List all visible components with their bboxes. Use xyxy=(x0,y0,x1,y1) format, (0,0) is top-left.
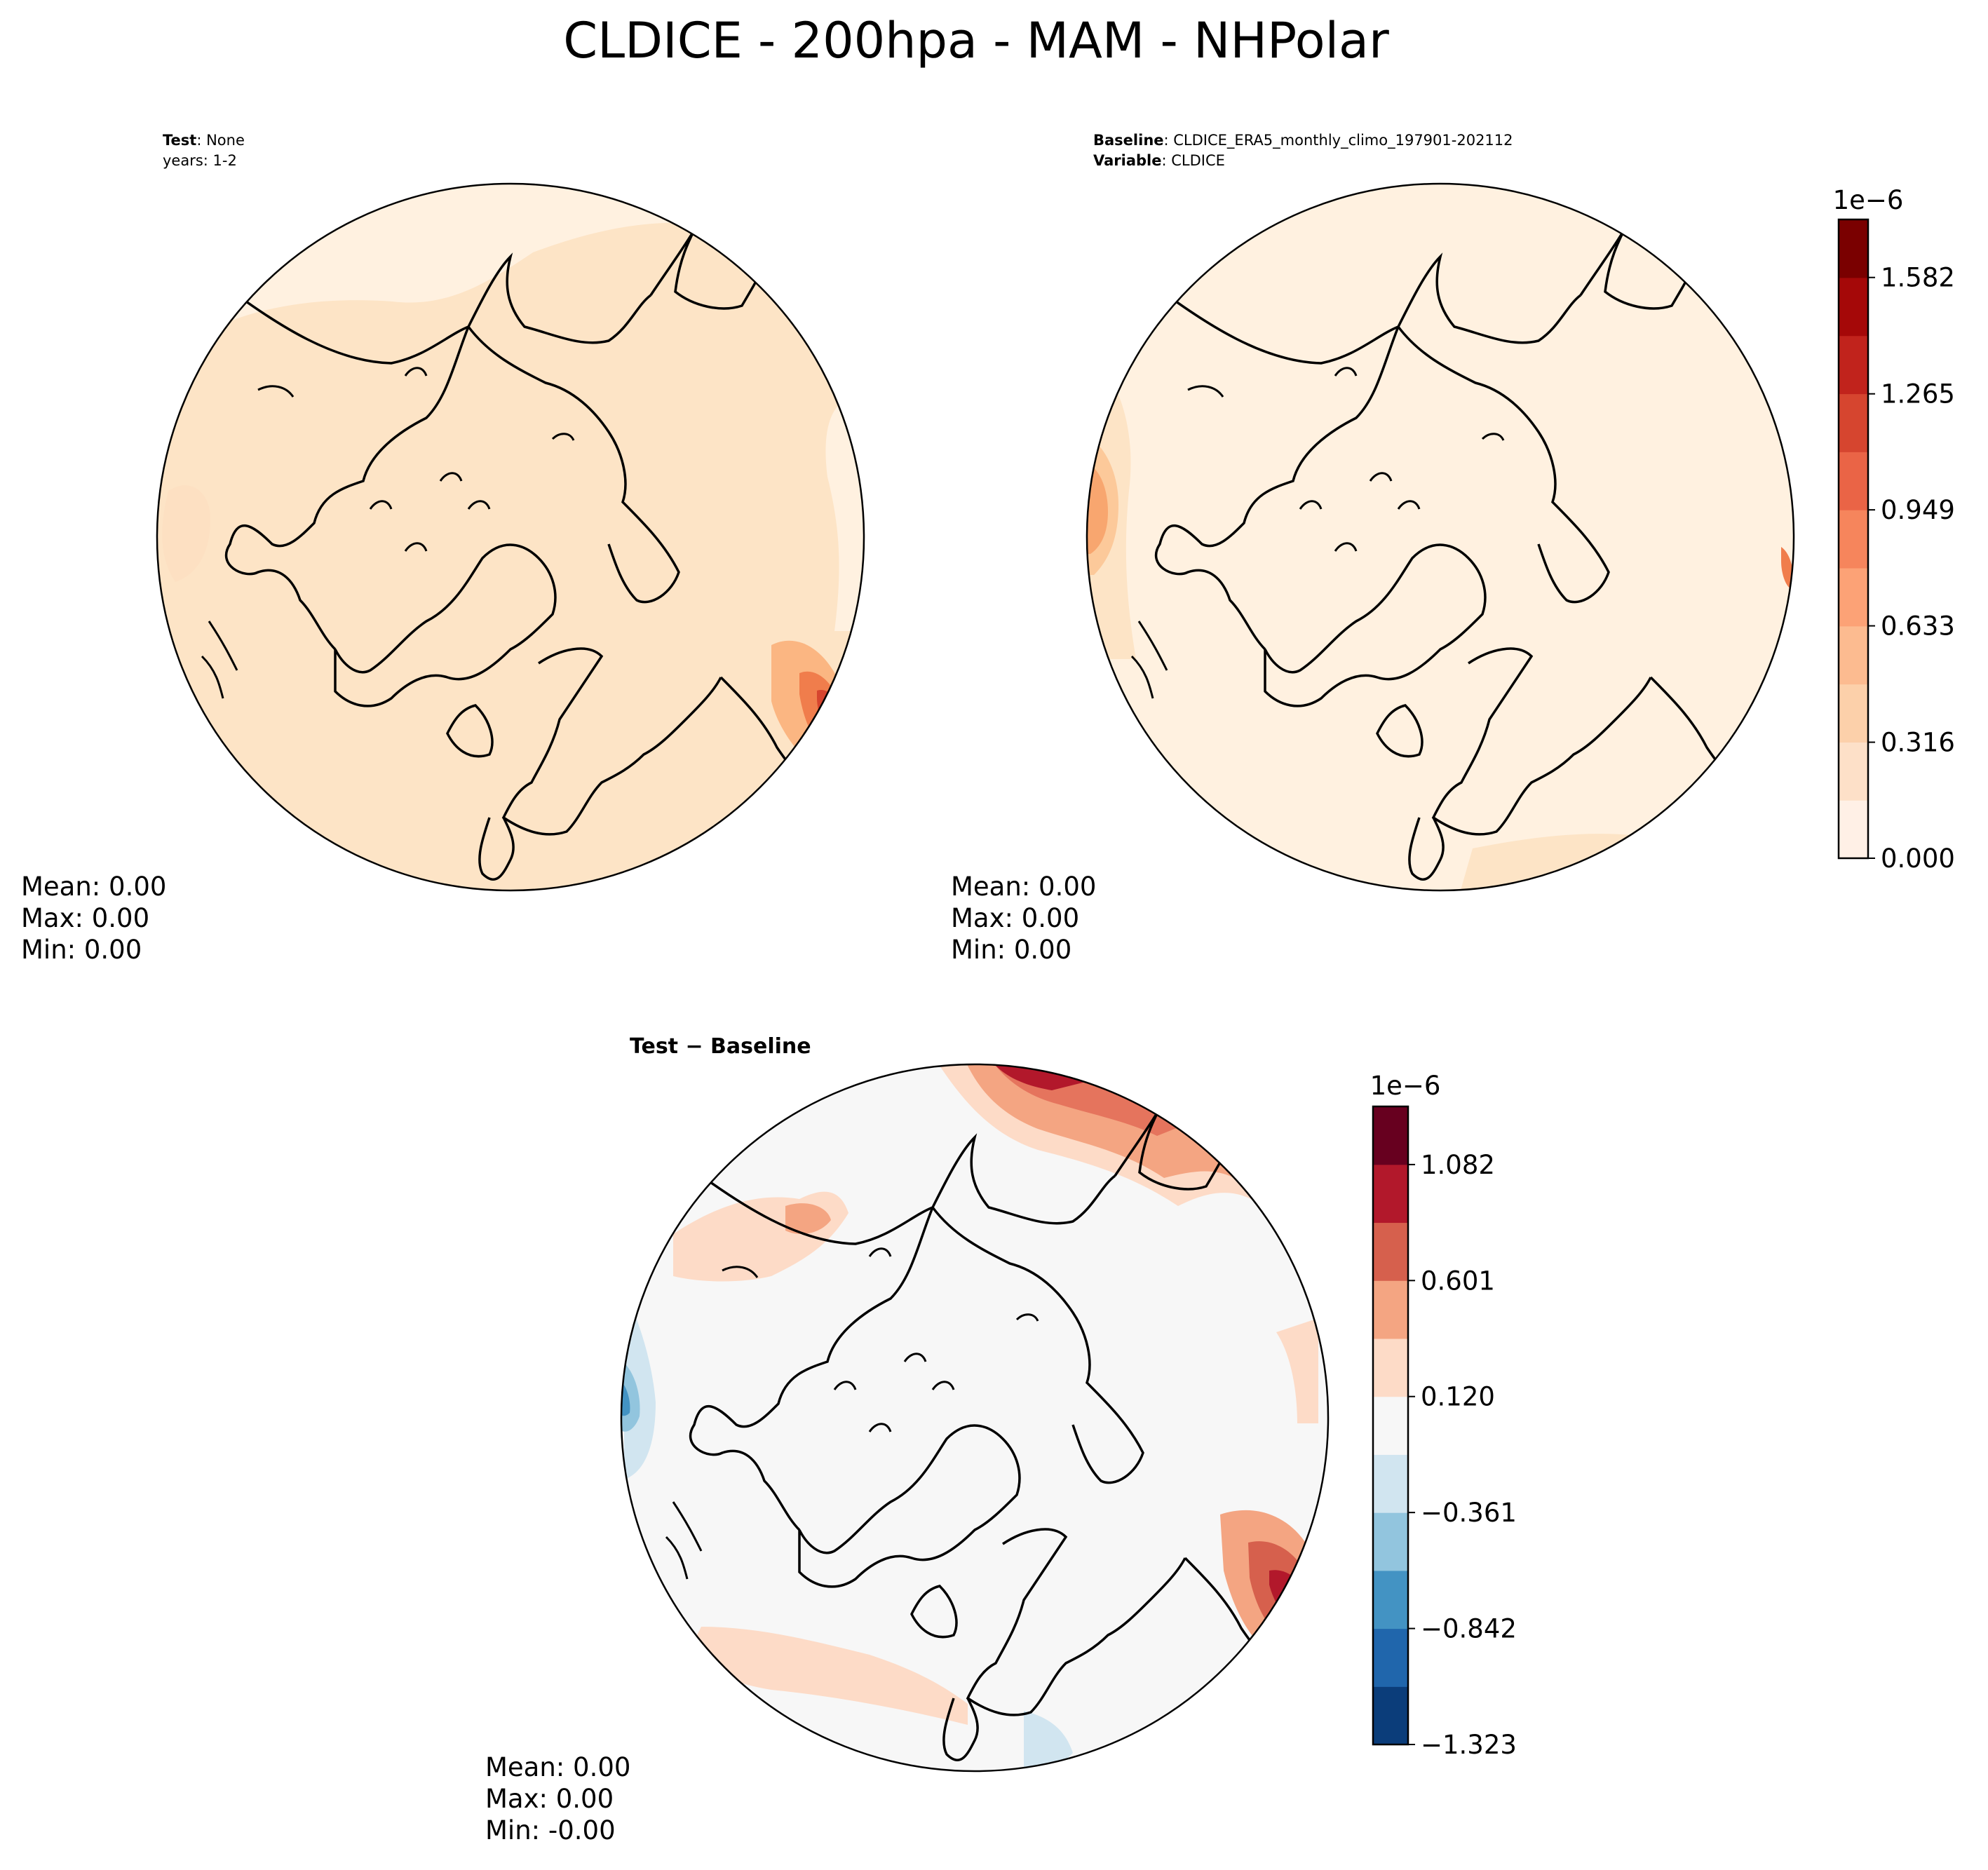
panel-test: Test: None years: 1-2 Mean: 0.00 Max: 0.… xyxy=(21,132,865,965)
colorbar-sequential-band xyxy=(1839,452,1868,510)
panel-test-stat-mean: Mean: 0.00 xyxy=(21,872,166,902)
colorbar-sequential-band xyxy=(1839,335,1868,395)
colorbar-sequential-band xyxy=(1839,510,1868,569)
panel-test-map-boundary xyxy=(156,182,865,892)
panel-difference-map-boundary xyxy=(620,1063,1330,1773)
colorbar-sequential-tick-label: 1.265 xyxy=(1881,379,1955,409)
colorbar-diverging-tick-label: 1.082 xyxy=(1421,1150,1495,1180)
colorbar-diverging-band xyxy=(1373,1512,1408,1571)
contour-band xyxy=(157,222,864,890)
panel-test-title-line1: Test: None xyxy=(163,132,245,149)
colorbar-sequential-tick-label: 1.582 xyxy=(1881,263,1955,293)
colorbar-diverging-band xyxy=(1373,1686,1408,1745)
panel-test-title-line2: years: 1-2 xyxy=(163,152,237,169)
panel-baseline-map-boundary xyxy=(1086,182,1795,892)
panel-baseline-title-bold-1: Baseline xyxy=(1093,132,1164,149)
panel-baseline-field-base xyxy=(1087,184,1794,890)
panel-test-title-text: : None xyxy=(196,132,245,149)
contour-band xyxy=(162,485,210,582)
panel-test-stat-max: Max: 0.00 xyxy=(21,903,149,933)
panel-difference-stat-max: Max: 0.00 xyxy=(485,1784,614,1814)
panel-difference-map xyxy=(621,1064,1328,1771)
contour-band xyxy=(687,1627,968,1725)
colorbar-diverging-band xyxy=(1373,1396,1408,1455)
colorbar-diverging-band xyxy=(1373,1628,1408,1687)
panel-baseline-title-text-2: : CLDICE xyxy=(1161,152,1224,169)
panel-baseline-map xyxy=(1087,184,1794,890)
colorbar-sequential-band xyxy=(1839,625,1868,685)
contour-band xyxy=(1781,547,1794,589)
colorbar-diverging-band xyxy=(1373,1222,1408,1281)
colorbar-diverging: −1.323 −0.842 −0.361 0.120 0.601 1.082 xyxy=(1372,1105,1517,1760)
colorbar-sequential-tick-label: 0.949 xyxy=(1881,495,1955,525)
contour-band xyxy=(1087,463,1108,554)
contour-band xyxy=(785,1203,831,1234)
colorbar-sequential-band xyxy=(1839,219,1868,278)
panel-difference-title: Test − Baseline xyxy=(630,1034,811,1059)
panel-baseline-title-text-1: : CLDICE_ERA5_monthly_climo_197901-20211… xyxy=(1164,132,1513,149)
contour-band xyxy=(624,1290,656,1479)
panel-baseline-title-line1: Baseline: CLDICE_ERA5_monthly_climo_1979… xyxy=(1093,132,1513,149)
colorbar-sequential-band xyxy=(1839,393,1868,452)
contour-band xyxy=(621,1381,630,1416)
colorbar-diverging-tick-label: 0.120 xyxy=(1421,1382,1495,1412)
colorbar-sequential-tick-label: 0.000 xyxy=(1881,843,1955,874)
contour-band xyxy=(1290,1592,1307,1620)
contour-band xyxy=(1276,1318,1318,1423)
panel-baseline: Baseline: CLDICE_ERA5_monthly_climo_1979… xyxy=(951,132,1955,965)
contour-band xyxy=(817,690,840,731)
panel-difference: Test − Baseline xyxy=(485,1034,1517,1845)
colorbar-sequential-band xyxy=(1839,684,1868,743)
panel-baseline-stat-mean: Mean: 0.00 xyxy=(951,872,1096,902)
panel-baseline-title-line2: Variable: CLDICE xyxy=(1093,152,1225,169)
colorbar-sequential-tick-label: 0.633 xyxy=(1881,611,1955,642)
contour-band xyxy=(1024,1711,1073,1771)
colorbar-diverging-tick-label: −0.361 xyxy=(1421,1498,1517,1528)
colorbar-diverging-tick-label: −0.842 xyxy=(1421,1614,1517,1644)
figure-title: CLDICE - 200hpa - MAM - NHPolar xyxy=(563,12,1389,69)
panel-baseline-stat-min: Min: 0.00 xyxy=(951,935,1071,965)
contour-band xyxy=(799,671,843,750)
colorbar-diverging-band xyxy=(1373,1570,1408,1630)
colorbar-sequential-frame xyxy=(1837,218,1869,860)
panel-difference-stat-mean: Mean: 0.00 xyxy=(485,1752,630,1782)
panel-baseline-title-bold-2: Variable xyxy=(1093,152,1161,169)
colorbar-sequential-band xyxy=(1839,800,1868,859)
panel-difference-stat-min: Min: -0.00 xyxy=(485,1815,616,1845)
panel-difference-field-contours xyxy=(621,1064,1324,1771)
panel-test-map xyxy=(157,184,864,890)
panel-test-title-bold: Test xyxy=(163,132,196,149)
colorbar-sequential-scale-label: 1e−6 xyxy=(1833,185,1904,215)
panel-test-stat-min: Min: 0.00 xyxy=(21,935,142,965)
colorbar-diverging-band xyxy=(1373,1338,1408,1397)
colorbar-diverging-scale-label: 1e−6 xyxy=(1370,1071,1441,1101)
colorbar-diverging-band xyxy=(1373,1106,1408,1165)
colorbar-sequential-tick-label: 0.316 xyxy=(1881,728,1955,758)
colorbar-diverging-tick-label: 0.601 xyxy=(1421,1266,1495,1296)
colorbar-diverging-band xyxy=(1373,1164,1408,1224)
panel-baseline-stat-max: Max: 0.00 xyxy=(951,903,1079,933)
colorbar-diverging-band xyxy=(1373,1280,1408,1339)
colorbar-diverging-frame xyxy=(1372,1105,1409,1746)
colorbar-diverging-tick-label: −1.323 xyxy=(1421,1730,1517,1760)
colorbar-sequential: 0.000 0.316 0.633 0.949 1.265 1.582 xyxy=(1837,218,1955,874)
colorbar-diverging-band xyxy=(1373,1454,1408,1513)
colorbar-sequential-band xyxy=(1839,567,1868,627)
colorbar-sequential-band xyxy=(1839,277,1868,337)
colorbar-sequential-band xyxy=(1839,742,1868,801)
